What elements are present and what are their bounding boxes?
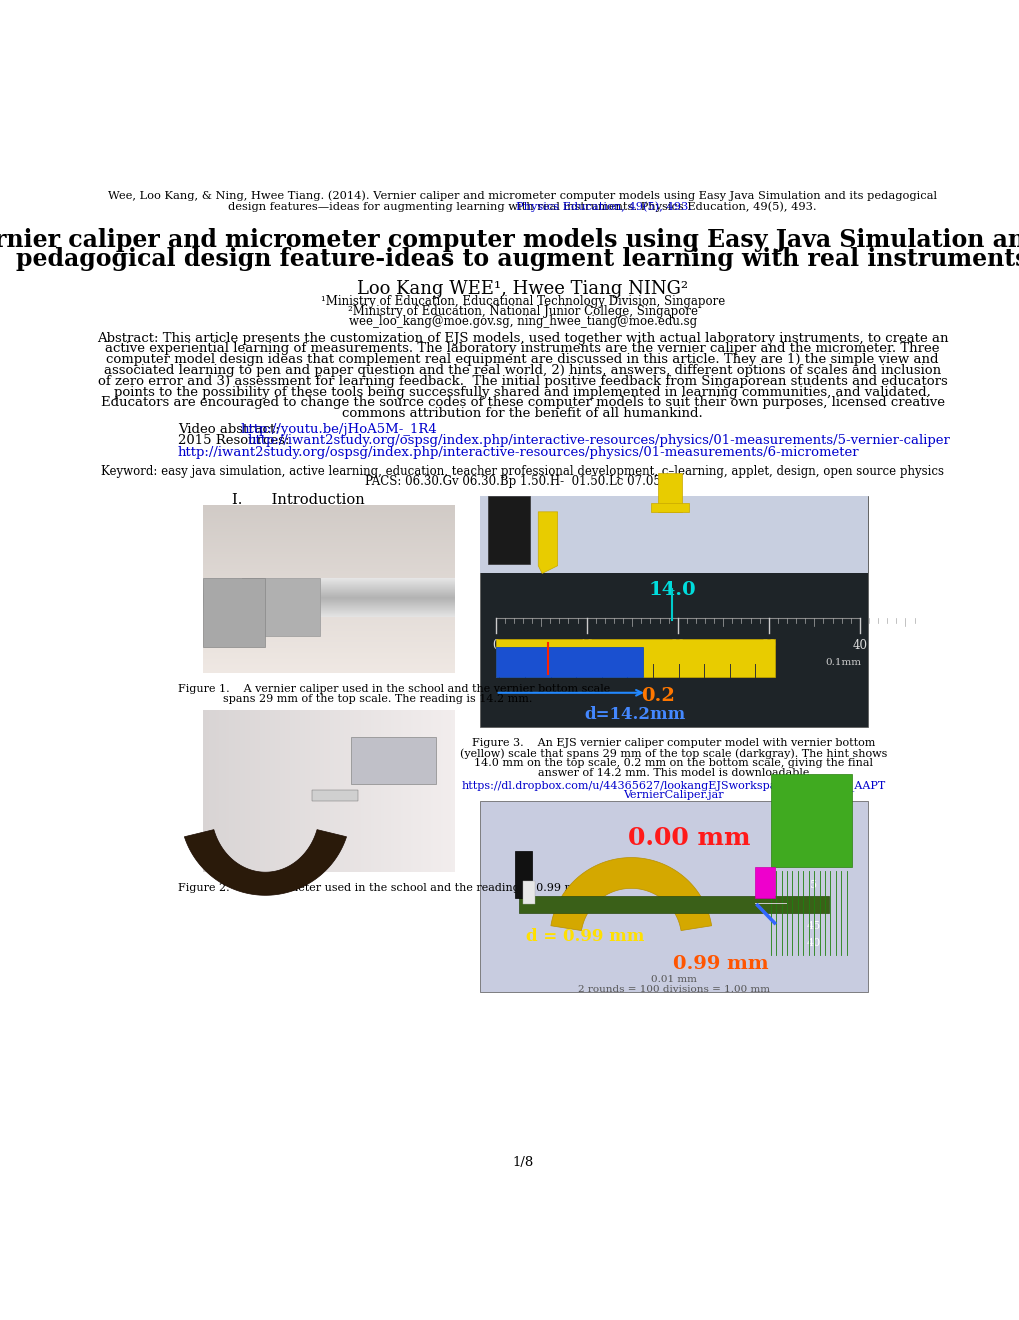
Text: ²Ministry of Education, National Junior College, Singapore: ²Ministry of Education, National Junior … — [347, 305, 697, 318]
Bar — [650, 503, 689, 512]
Text: 3: 3 — [573, 644, 579, 653]
Text: Physics Education, 49(5), 493.: Physics Education, 49(5), 493. — [353, 202, 692, 213]
Text: 45: 45 — [805, 921, 819, 931]
Text: 1/8: 1/8 — [512, 1155, 533, 1168]
Text: (yellow) scale that spans 29 mm of the top scale (darkgray). The hint shows: (yellow) scale that spans 29 mm of the t… — [460, 748, 887, 759]
Text: active experiential learning of measurements. The laboratory instruments are the: active experiential learning of measurem… — [105, 342, 940, 355]
Text: commons attribution for the benefit of all humankind.: commons attribution for the benefit of a… — [342, 407, 702, 420]
Polygon shape — [550, 858, 711, 931]
Text: 14.0: 14.0 — [648, 581, 695, 599]
Text: 0.00 mm: 0.00 mm — [628, 826, 750, 850]
Text: 6: 6 — [649, 644, 655, 653]
Text: Wee, Loo Kang, & Ning, Hwee Tiang. (2014). Vernier caliper and micrometer comput: Wee, Loo Kang, & Ning, Hwee Tiang. (2014… — [108, 191, 936, 202]
Bar — [495, 647, 642, 677]
Text: 30: 30 — [760, 639, 775, 652]
Text: Figure 1.    A vernier caliper used in the school and the vernier bottom scale: Figure 1. A vernier caliper used in the … — [177, 684, 609, 693]
Polygon shape — [538, 512, 557, 573]
Bar — [495, 639, 773, 677]
Bar — [522, 880, 535, 904]
Bar — [657, 474, 681, 512]
Bar — [312, 789, 358, 800]
Bar — [242, 578, 319, 636]
Text: Loo Kang WEE¹, Hwee Tiang NING²: Loo Kang WEE¹, Hwee Tiang NING² — [357, 280, 688, 298]
Text: 40: 40 — [805, 939, 819, 948]
Text: VernierCaliper.jar: VernierCaliper.jar — [623, 789, 723, 800]
Bar — [487, 496, 530, 564]
Text: pedagogical design feature-ideas to augment learning with real instruments: pedagogical design feature-ideas to augm… — [16, 247, 1019, 271]
Polygon shape — [184, 830, 346, 895]
Text: 40: 40 — [852, 639, 866, 652]
Text: 0: 0 — [491, 639, 499, 652]
Text: 0: 0 — [496, 644, 502, 653]
Bar — [480, 496, 867, 573]
Bar — [203, 578, 265, 647]
Text: 0.01 mm: 0.01 mm — [650, 975, 696, 985]
Bar — [480, 496, 867, 573]
Text: I.  Introduction: I. Introduction — [231, 492, 364, 507]
Text: d = 0.99 mm: d = 0.99 mm — [525, 928, 643, 945]
Text: http://iwant2study.org/ospsg/index.php/interactive-resources/physics/01-measurem: http://iwant2study.org/ospsg/index.php/i… — [177, 446, 859, 458]
Text: 20: 20 — [669, 639, 685, 652]
Bar — [480, 496, 867, 727]
Bar — [519, 896, 828, 913]
Text: Figure 2.    A micrometer used in the school and the reading is 0.99 mm.: Figure 2. A micrometer used in the schoo… — [177, 883, 589, 892]
Text: https://dl.dropbox.com/u/44365627/lookangEJSworkspace/export/ejs_AAPT: https://dl.dropbox.com/u/44365627/lookan… — [462, 780, 886, 791]
Text: http://iwant2study.org/ospsg/index.php/interactive-resources/physics/01-measurem: http://iwant2study.org/ospsg/index.php/i… — [248, 434, 950, 447]
Text: 10: 10 — [579, 639, 593, 652]
Text: 5: 5 — [809, 880, 816, 890]
Text: 2015 Resources:: 2015 Resources: — [177, 434, 293, 447]
Text: Keyword: easy java simulation, active learning, education, teacher professional : Keyword: easy java simulation, active le… — [101, 465, 944, 478]
Text: wee_loo_kang@moe.gov.sg, ning_hwee_tiang@moe.edu.sg: wee_loo_kang@moe.gov.sg, ning_hwee_tiang… — [348, 315, 696, 329]
Text: of zero error and 3) assessment for learning feedback.  The initial positive fee: of zero error and 3) assessment for lear… — [98, 375, 947, 388]
Text: 2 rounds = 100 divisions = 1.00 mm: 2 rounds = 100 divisions = 1.00 mm — [578, 985, 769, 994]
Text: 0: 0 — [809, 900, 816, 909]
Text: Abstract: This article presents the customization of EJS models, used together w: Abstract: This article presents the cust… — [97, 331, 948, 345]
Text: answer of 14.2 mm. This model is downloadable: answer of 14.2 mm. This model is downloa… — [538, 768, 809, 779]
Text: associated learning to pen and paper question and the real world, 2) hints, answ: associated learning to pen and paper que… — [104, 364, 941, 378]
Text: 1: 1 — [522, 644, 528, 653]
Text: 0: 0 — [751, 644, 757, 653]
Text: Vernier caliper and micrometer computer models using Easy Java Simulation and it: Vernier caliper and micrometer computer … — [0, 227, 1019, 252]
Text: ¹Ministry of Education, Educational Technology Division, Singapore: ¹Ministry of Education, Educational Tech… — [320, 296, 725, 309]
Text: 5: 5 — [624, 644, 630, 653]
Text: Educators are encouraged to change the source codes of these computer models to : Educators are encouraged to change the s… — [101, 396, 944, 409]
Text: 0: 0 — [738, 900, 745, 909]
Text: computer model design ideas that complement real equipment are discussed in this: computer model design ideas that complem… — [106, 354, 938, 366]
Text: 8: 8 — [700, 644, 706, 653]
Text: Video abstract:: Video abstract: — [177, 422, 283, 436]
Bar — [515, 851, 532, 898]
Text: 0.2: 0.2 — [641, 688, 675, 705]
Text: http://youtu.be/jHoA5M-_1R4: http://youtu.be/jHoA5M-_1R4 — [240, 422, 437, 436]
Text: 7: 7 — [675, 644, 681, 653]
Text: 4: 4 — [598, 644, 604, 653]
Text: Figure 3.    An EJS vernier caliper computer model with vernier bottom: Figure 3. An EJS vernier caliper compute… — [472, 738, 874, 748]
Text: 0.1mm: 0.1mm — [824, 659, 861, 667]
Text: points to the possibility of these tools being successfully shared and implement: points to the possibility of these tools… — [114, 385, 930, 399]
Text: 14.0 mm on the top scale, 0.2 mm on the bottom scale, giving the final: 14.0 mm on the top scale, 0.2 mm on the … — [474, 758, 872, 768]
Text: 0.99 mm: 0.99 mm — [672, 956, 767, 973]
Text: 9: 9 — [726, 644, 732, 653]
Text: 2: 2 — [547, 644, 553, 653]
Bar — [480, 801, 867, 993]
Bar — [351, 738, 435, 784]
Bar — [754, 867, 773, 898]
Text: d=14.2mm: d=14.2mm — [584, 706, 685, 723]
Text: PACS: 06.30.Gv 06.30.Bp 1.50.H-  01.50.Lc 07.05.Tp: PACS: 06.30.Gv 06.30.Bp 1.50.H- 01.50.Lc… — [365, 475, 680, 488]
Text: spans 29 mm of the top scale. The reading is 14.2 mm.: spans 29 mm of the top scale. The readin… — [222, 693, 532, 704]
Text: design features—ideas for augmenting learning with real instruments. Physics Edu: design features—ideas for augmenting lea… — [228, 202, 816, 213]
Bar — [770, 775, 851, 867]
